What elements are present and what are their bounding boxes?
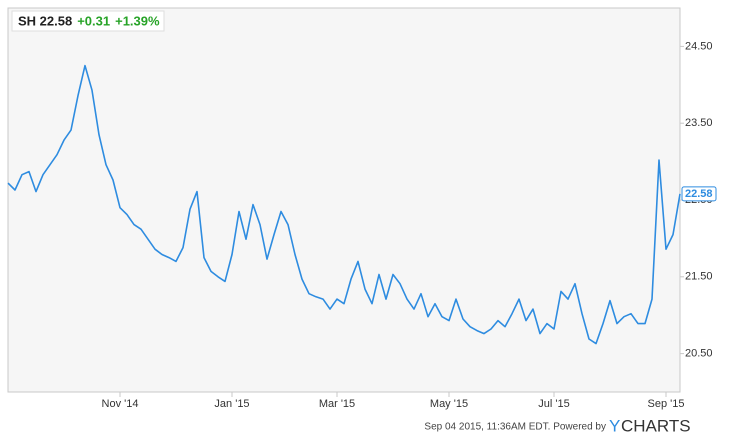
last-price-label: 22.58 — [685, 188, 713, 200]
header-box — [11, 10, 165, 32]
x-tick-label: Mar '15 — [319, 398, 355, 410]
plot-area — [7, 7, 681, 393]
y-tick-label: 21.50 — [685, 271, 713, 283]
header-change-pct: +1.39% — [115, 13, 160, 28]
last-price-badge — [681, 186, 717, 202]
brand-y: Y — [609, 416, 620, 435]
y-tick-label: 23.50 — [685, 117, 713, 129]
brand-rest: CHARTS — [621, 416, 691, 435]
y-tick-label: 20.50 — [685, 348, 713, 360]
footer-timestamp: Sep 04 2015, 11:36AM EDT. Powered by — [424, 422, 606, 433]
x-tick-label: Sep '15 — [648, 398, 685, 410]
y-tick-label: 24.50 — [685, 40, 713, 52]
x-tick-label: Jul '15 — [538, 398, 569, 410]
x-tick-label: May '15 — [430, 398, 468, 410]
x-tick-label: Nov '14 — [102, 398, 139, 410]
header-change: +0.31 — [77, 13, 110, 28]
header-symbol-price: SH 22.58 — [18, 13, 72, 28]
price-line — [7, 64, 681, 345]
x-tick-label: Jan '15 — [214, 398, 249, 410]
